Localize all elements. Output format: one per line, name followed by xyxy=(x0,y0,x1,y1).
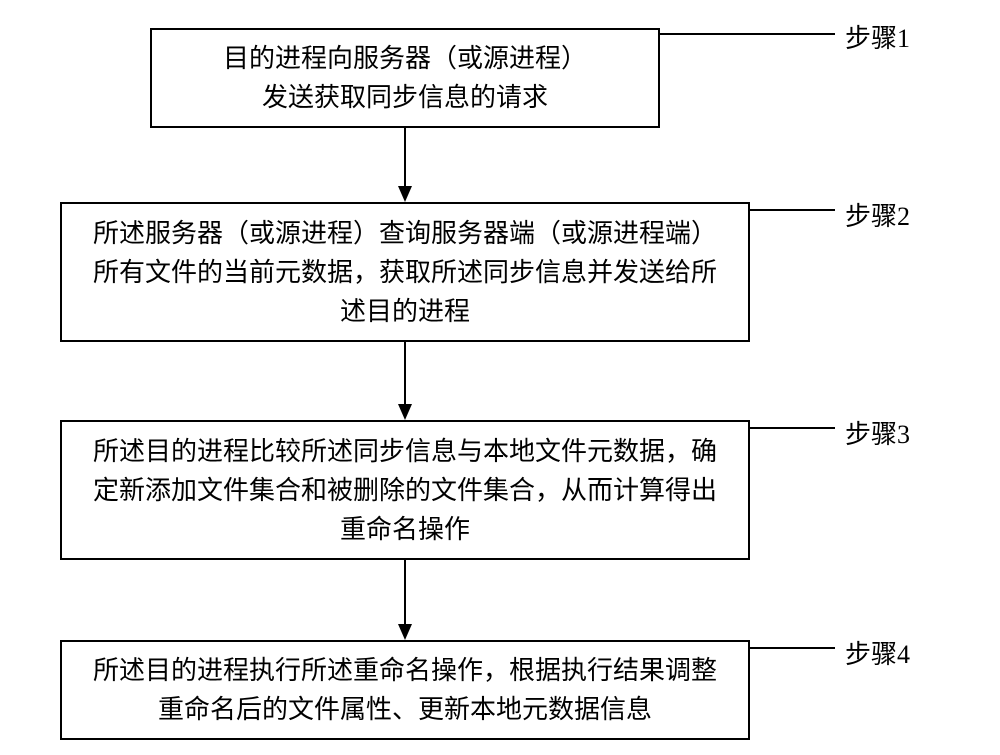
flow-step-3-text: 所述目的进程比较所述同步信息与本地文件元数据，确定新添加文件集合和被删除的文件集… xyxy=(93,432,717,549)
flow-step-4-label: 步骤4 xyxy=(845,634,910,671)
flow-step-4-text: 所述目的进程执行所述重命名操作，根据执行结果调整重命名后的文件属性、更新本地元数… xyxy=(93,651,717,729)
flow-step-2-text: 所述服务器（或源进程）查询服务器端（或源进程端）所有文件的当前元数据，获取所述同… xyxy=(93,214,717,331)
flowchart-canvas: 目的进程向服务器（或源进程）发送获取同步信息的请求 步骤1 所述服务器（或源进程… xyxy=(0,0,1000,755)
flow-step-3-label: 步骤3 xyxy=(845,414,910,451)
flow-step-1-text: 目的进程向服务器（或源进程）发送获取同步信息的请求 xyxy=(223,39,587,117)
flow-step-4: 所述目的进程执行所述重命名操作，根据执行结果调整重命名后的文件属性、更新本地元数… xyxy=(60,640,750,740)
flow-step-3: 所述目的进程比较所述同步信息与本地文件元数据，确定新添加文件集合和被删除的文件集… xyxy=(60,420,750,560)
flow-step-1: 目的进程向服务器（或源进程）发送获取同步信息的请求 xyxy=(150,28,660,128)
flow-step-1-label: 步骤1 xyxy=(845,18,910,55)
flow-step-2: 所述服务器（或源进程）查询服务器端（或源进程端）所有文件的当前元数据，获取所述同… xyxy=(60,202,750,342)
flow-step-2-label: 步骤2 xyxy=(845,196,910,233)
